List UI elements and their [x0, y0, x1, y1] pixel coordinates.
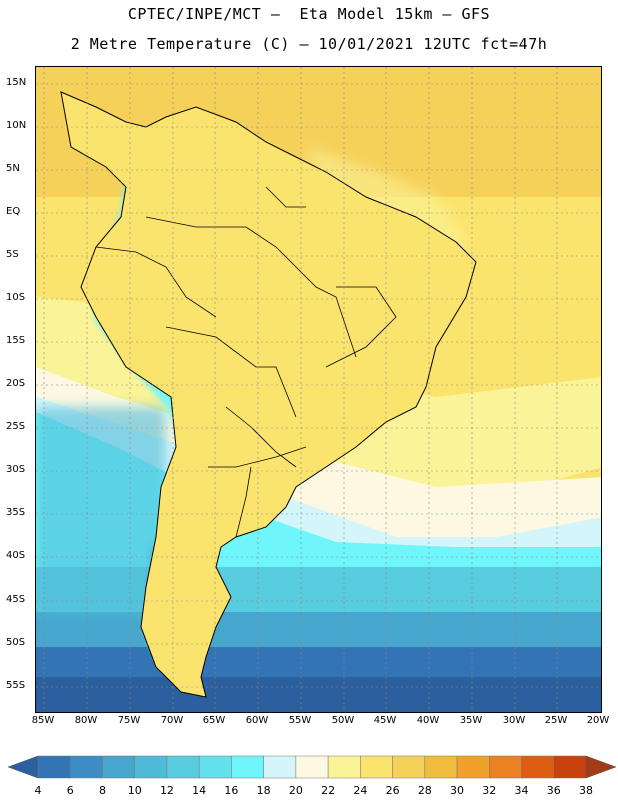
lat-label-5s: 5S	[6, 249, 19, 260]
lat-label-30s: 30S	[6, 464, 26, 475]
lat-label-25s: 25S	[6, 421, 26, 432]
colorbar-left-arrow	[8, 755, 39, 779]
colorbar-label: 14	[192, 784, 207, 797]
lat-label-15n: 15N	[6, 77, 27, 88]
colorbar-segment	[102, 755, 135, 779]
lon-label-25w: 25W	[544, 715, 568, 726]
colorbar-segment	[295, 755, 329, 779]
colorbar-segment	[263, 755, 297, 779]
lon-label-40w: 40W	[416, 715, 440, 726]
lat-label-15s: 15S	[6, 335, 26, 346]
map-title-line-1: CPTEC/INPE/MCT – Eta Model 15km – GFS	[127, 5, 491, 23]
colorbar-label: 12	[159, 784, 174, 797]
colorbar-segment	[198, 755, 232, 779]
lon-label-80w: 80W	[74, 715, 98, 726]
lat-label-45s: 45S	[6, 594, 26, 605]
colorbar-segment	[134, 755, 168, 779]
lon-label-85w: 85W	[31, 715, 55, 726]
colorbar-label: 28	[417, 784, 432, 797]
ocean-cold-band-4	[36, 612, 601, 652]
colorbar-label: 16	[224, 784, 239, 797]
colorbar-label: 22	[321, 784, 336, 797]
lon-label-70w: 70W	[160, 715, 184, 726]
colorbar-label: 24	[353, 784, 368, 797]
colorbar-label: 20	[288, 784, 303, 797]
colorbar-label: 36	[546, 784, 561, 797]
colorbar-segment	[553, 755, 587, 779]
colorbar-segment	[327, 755, 361, 779]
lon-label-45w: 45W	[373, 715, 397, 726]
colorbar-label: 8	[98, 784, 106, 797]
lat-label-35s: 35S	[6, 507, 26, 518]
lat-label-5n: 5N	[6, 163, 20, 174]
colorbar-right-arrow	[585, 755, 616, 779]
lon-label-20w: 20W	[586, 715, 610, 726]
lon-label-55w: 55W	[288, 715, 312, 726]
colorbar-label: 38	[579, 784, 593, 797]
colorbar-label: 10	[127, 784, 142, 797]
colorbar-label: 30	[450, 784, 465, 797]
lat-label-40s: 40S	[6, 550, 26, 561]
lon-label-50w: 50W	[331, 715, 355, 726]
lat-label-eq: EQ	[6, 206, 21, 217]
ocean-pacific-cold	[36, 407, 166, 617]
colorbar-segment	[424, 755, 458, 779]
country-borders	[95, 186, 397, 538]
lon-label-65w: 65W	[202, 715, 226, 726]
colorbar-label: 32	[482, 784, 497, 797]
ocean-cold-band-6	[36, 677, 601, 712]
colorbar-segment	[166, 755, 200, 779]
colorbar-segment	[231, 755, 264, 779]
colorbar-segment	[360, 755, 393, 779]
map-title-line-2: 2 Metre Temperature (C) – 10/01/2021 12U…	[70, 35, 548, 53]
colorbar-label: 6	[66, 784, 74, 797]
lon-label-75w: 75W	[117, 715, 141, 726]
colorbar-segment	[37, 755, 71, 779]
colorbar-label: 26	[385, 784, 400, 797]
temperature-colorbar	[8, 755, 616, 779]
lat-label-10s: 10S	[6, 292, 26, 303]
colorbar-label: 4	[34, 784, 42, 797]
lat-label-20s: 20S	[6, 378, 26, 389]
lat-label-50s: 50S	[6, 637, 26, 648]
lat-label-10n: 10N	[6, 120, 27, 131]
colorbar-segment	[521, 755, 555, 779]
colorbar-segment	[392, 755, 426, 779]
lon-label-30w: 30W	[502, 715, 526, 726]
temperature-map-canvas	[36, 67, 601, 712]
colorbar-segment	[456, 755, 490, 779]
temperature-map	[35, 66, 602, 713]
colorbar-segment	[69, 755, 103, 779]
colorbar-segment	[489, 755, 522, 779]
lon-label-35w: 35W	[459, 715, 483, 726]
lat-label-55s: 55S	[6, 680, 26, 691]
colorbar-label: 34	[514, 784, 529, 797]
lon-label-60w: 60W	[245, 715, 269, 726]
colorbar-label: 18	[256, 784, 271, 797]
